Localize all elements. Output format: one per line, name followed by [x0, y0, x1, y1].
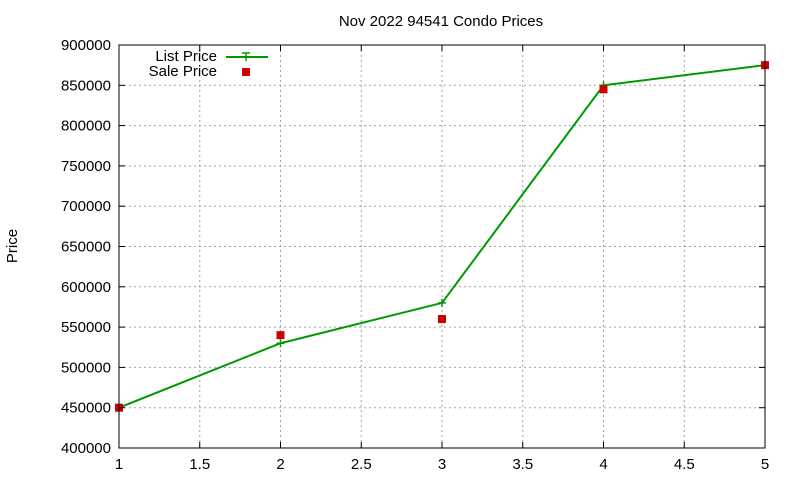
y-tick-label: 700000 [61, 198, 111, 215]
legend-label-sale-price: Sale Price [149, 63, 217, 80]
data-point-sale-price [276, 331, 285, 340]
data-point-sale-price [438, 315, 446, 324]
x-tick-label: 1 [115, 456, 123, 473]
x-tick-label: 4 [599, 456, 607, 473]
legend-marker-sale-price [242, 68, 250, 76]
x-tick-label: 2 [276, 456, 284, 473]
legend-label-list-price: List Price [155, 48, 217, 65]
y-tick-label: 500000 [61, 359, 111, 376]
series-layer [115, 61, 769, 412]
y-tick-label: 550000 [61, 319, 111, 336]
y-tick-label: 800000 [61, 118, 111, 135]
y-tick-label: 900000 [61, 37, 111, 54]
y-tick-label: 650000 [61, 239, 111, 256]
data-point-sale-price [599, 85, 608, 94]
legend: List Price Sale Price [149, 48, 268, 80]
y-tick-label: 850000 [61, 77, 111, 94]
data-point-list-price [276, 339, 285, 348]
y-tick-label: 400000 [61, 440, 111, 457]
y-axis-label: Price [4, 229, 21, 263]
x-tick-label: 3 [438, 456, 446, 473]
y-tick-label: 750000 [61, 158, 111, 175]
legend-marker-list-price [242, 52, 250, 61]
grid [119, 45, 765, 448]
x-tick-label: 3.5 [512, 456, 533, 473]
y-tick-label: 600000 [61, 279, 111, 296]
chart-title: Nov 2022 94541 Condo Prices [339, 13, 543, 30]
axes: 1 1.5 2 2.5 3 3.5 4 4.5 5 400000 450000 500000 55000… [61, 37, 769, 473]
x-tick-label: 5 [761, 456, 769, 473]
data-point-list-price [438, 298, 446, 307]
x-tick-label: 2.5 [351, 456, 372, 473]
x-tick-label: 4.5 [674, 456, 695, 473]
x-tick-label: 1.5 [189, 456, 210, 473]
y-tick-label: 450000 [61, 400, 111, 417]
